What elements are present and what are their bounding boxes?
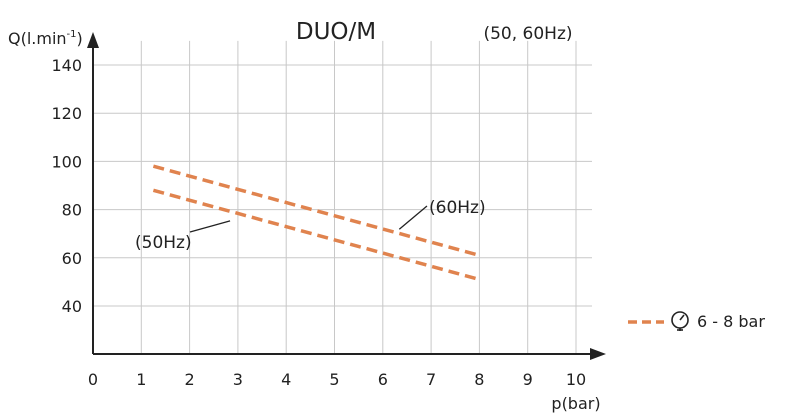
annotation-label-50hz: (50Hz) [135, 233, 192, 253]
annotation-leader-50hz [189, 220, 231, 233]
x-tick-label: 4 [281, 370, 291, 389]
y-axis-label-sup: -1 [67, 29, 77, 40]
annotation-leader-60hz [398, 205, 428, 230]
chart-subtitle: (50, 60Hz) [483, 24, 572, 44]
series-line-1 [152, 164, 480, 258]
x-tick-label: 9 [523, 370, 533, 389]
x-tick-label: 3 [233, 370, 243, 389]
y-axis-label: Q(l.min-1) [8, 29, 83, 48]
y-tick-label: 80 [62, 201, 82, 220]
x-tick-label: 8 [474, 370, 484, 389]
y-axis-label-main: Q(l.min [8, 29, 67, 48]
x-axis-label: p(bar) [551, 394, 600, 413]
y-tick-label: 120 [51, 104, 82, 123]
x-tick-label: 2 [185, 370, 195, 389]
annotations: (60Hz) (50Hz) [135, 198, 486, 253]
legend: 6 - 8 bar [628, 311, 765, 331]
series-line-2 [152, 188, 480, 282]
axes [87, 32, 606, 360]
pressure-gauge-icon [671, 311, 689, 331]
y-tick-label: 140 [51, 56, 82, 75]
x-tick-label: 1 [136, 370, 146, 389]
y-tick-labels: 40 60 80 100 120 140 [51, 56, 82, 316]
y-axis-label-close: ) [77, 29, 83, 48]
x-tick-label: 5 [329, 370, 339, 389]
annotation-label-60hz: (60Hz) [429, 198, 486, 218]
x-tick-labels: 0 1 2 3 4 5 6 7 8 9 10 [88, 370, 586, 389]
chart-title: DUO/M [296, 19, 376, 45]
x-tick-label: 6 [378, 370, 388, 389]
series-group [152, 164, 480, 282]
grid-lines [93, 40, 592, 355]
y-tick-label: 40 [62, 297, 82, 316]
y-axis-arrow [87, 32, 99, 48]
x-tick-label: 10 [566, 370, 586, 389]
x-tick-label: 0 [88, 370, 98, 389]
x-tick-label: 7 [426, 370, 436, 389]
legend-label: 6 - 8 bar [697, 312, 765, 331]
x-axis-arrow [590, 348, 606, 360]
y-tick-label: 100 [51, 152, 82, 171]
y-tick-label: 60 [62, 249, 82, 268]
